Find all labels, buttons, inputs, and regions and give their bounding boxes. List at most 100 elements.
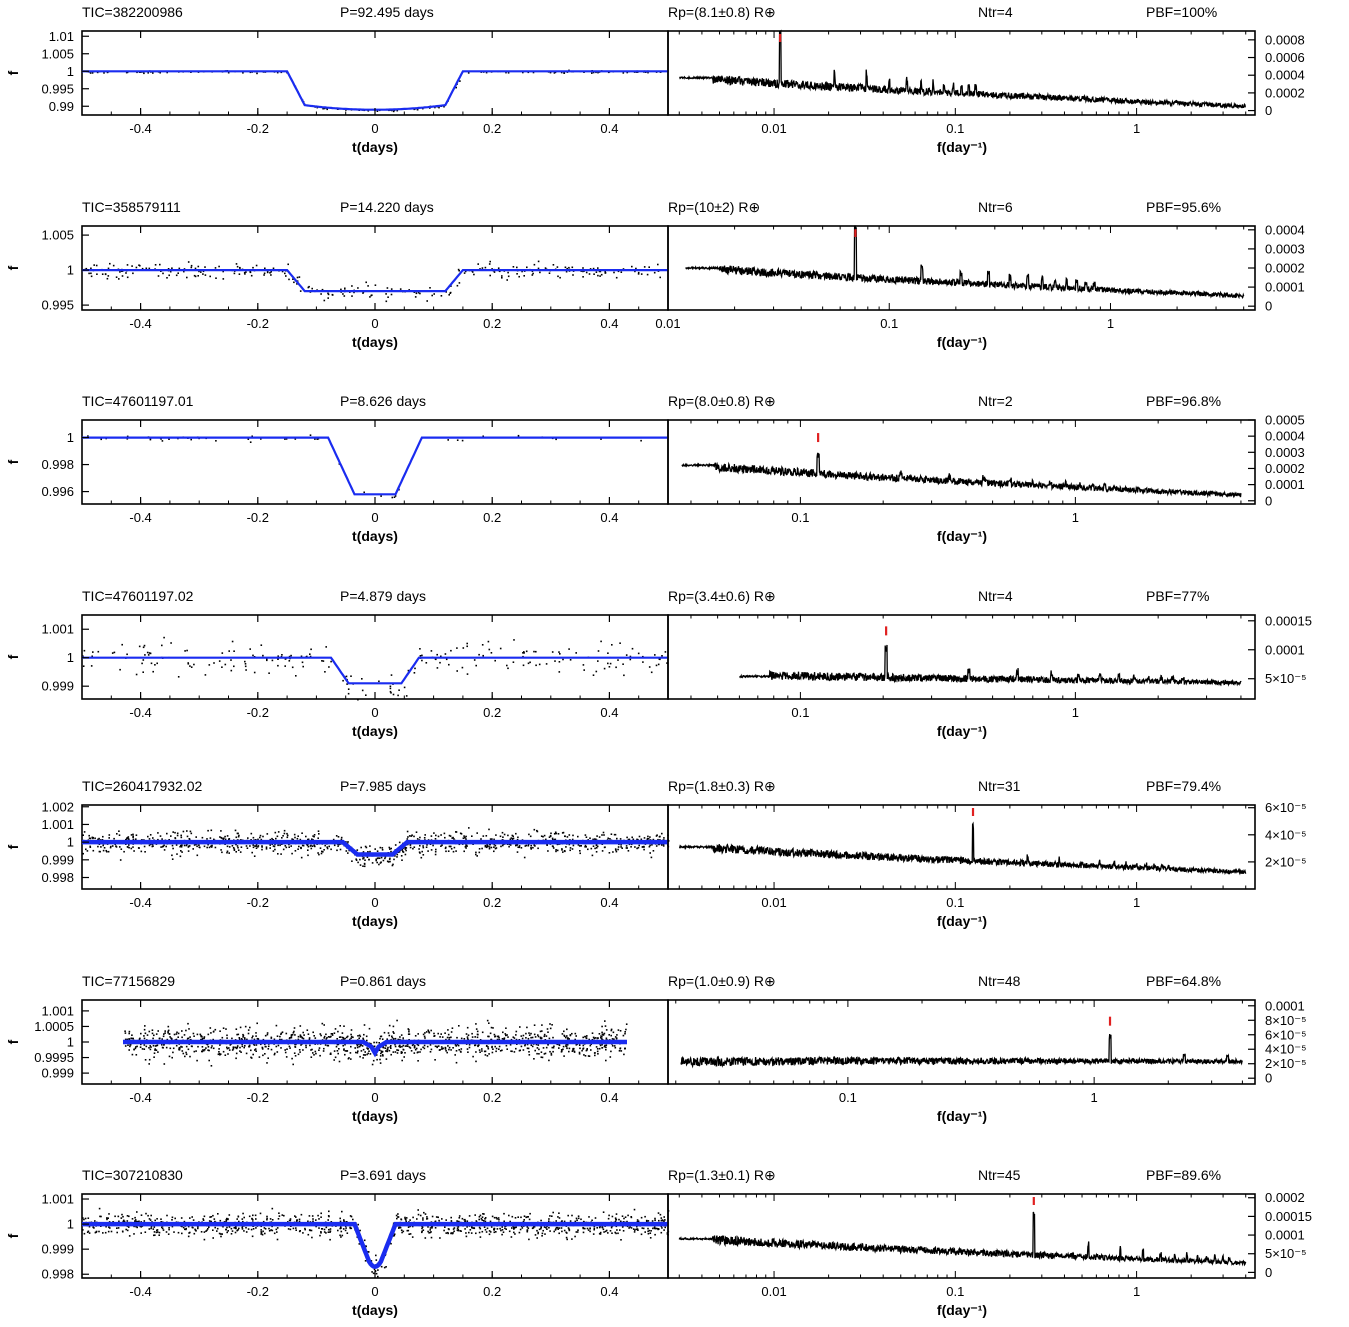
data-point [596,1048,599,1050]
data-point [571,838,574,841]
data-point [177,1231,180,1234]
data-point [250,1228,253,1231]
data-point [522,1034,525,1037]
data-point [580,845,582,847]
data-point [481,1050,483,1052]
data-point [293,1052,296,1054]
data-point [200,1231,203,1233]
data-point [184,650,186,652]
data-point [168,1227,170,1229]
data-point [133,1048,135,1051]
data-point [393,858,395,861]
data-point [276,835,279,838]
data-point [166,71,168,74]
data-point [323,1024,325,1026]
data-point [568,1050,570,1053]
data-point [359,858,361,861]
data-point [234,1231,237,1234]
data-point [327,1036,330,1038]
data-point [259,834,262,837]
data-point [619,642,621,644]
data-point [493,271,496,273]
data-point [167,1025,170,1028]
data-point [466,673,469,675]
data-point [550,1052,553,1055]
data-point [139,1225,142,1228]
data-point [312,1218,314,1220]
data-point [277,1044,280,1047]
data-point [488,847,491,850]
data-point [475,1051,477,1053]
data-point [224,663,227,666]
data-point [567,1214,569,1217]
data-point [556,843,559,846]
data-point [185,1045,188,1048]
data-point [108,834,111,836]
data-point [350,1029,353,1031]
data-point [181,1030,183,1032]
probability-label: PBF=77% [1146,588,1209,604]
data-point [396,856,398,858]
data-point [358,1045,361,1048]
data-point [226,1231,228,1234]
data-point [293,833,296,836]
data-point [132,836,134,838]
data-point [290,654,292,657]
data-point [506,664,508,667]
data-point [225,1228,227,1231]
data-point [433,293,435,295]
data-point [453,846,456,849]
data-point [344,1050,347,1052]
data-point [401,1045,403,1048]
data-point [235,263,238,265]
y-tick-label: 1.005 [41,228,74,243]
data-point [593,838,596,840]
data-point [444,653,447,655]
data-point [527,844,530,847]
data-point [152,1044,155,1047]
data-point [161,644,163,647]
data-point [159,1037,161,1040]
y-tick-label: 0.998 [41,1267,74,1282]
data-point [116,833,118,835]
data-point [507,275,510,278]
data-point [488,1053,490,1055]
data-point [232,847,235,849]
data-point [381,847,384,849]
data-point [579,850,581,852]
data-point [140,1232,142,1234]
data-point [378,863,380,866]
data-point [393,1032,395,1034]
data-point [483,1213,485,1215]
data-point [88,1225,91,1228]
data-point [413,672,416,674]
data-point [233,848,236,850]
data-point [523,651,525,653]
data-point [426,1216,428,1218]
data-point [598,270,601,273]
data-point [507,1036,509,1038]
data-point [329,1230,332,1232]
data-point [147,835,149,838]
data-point [106,1217,108,1219]
data-point [443,105,445,108]
data-point [252,844,254,846]
data-point [501,1049,503,1052]
data-point [363,862,366,865]
data-point [121,275,124,277]
data-point [262,835,264,838]
data-point [365,1245,367,1248]
data-point [218,1232,221,1235]
data-point [148,844,151,847]
data-point [118,278,120,280]
data-point [450,1220,453,1222]
data-point [131,1034,133,1036]
data-point [660,1231,663,1234]
data-point [435,1216,438,1218]
data-point [416,1051,419,1054]
data-point [126,438,129,440]
data-point [135,1046,137,1048]
data-point [215,277,217,279]
data-point [610,1034,612,1037]
data-point [266,1217,268,1220]
